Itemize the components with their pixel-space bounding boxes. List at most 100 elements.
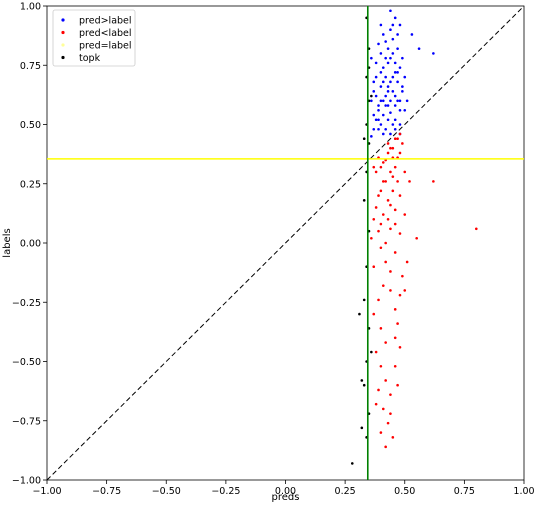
point-pred-label xyxy=(384,241,387,245)
point-pred-label xyxy=(370,135,373,138)
point-pred-label xyxy=(372,312,376,316)
point-pred-label xyxy=(403,108,407,112)
point-pred-label xyxy=(396,33,399,36)
y-tick-label: −1.00 xyxy=(12,476,41,487)
point-pred-label xyxy=(389,203,392,207)
point-pred-label xyxy=(398,108,402,112)
point-pred-label xyxy=(393,222,397,226)
legend-marker xyxy=(61,30,65,35)
point-pred-label xyxy=(386,118,390,122)
point-pred-label xyxy=(403,170,407,174)
point-pred-label xyxy=(389,111,392,114)
point-pred-label xyxy=(386,61,390,65)
point-pred-label xyxy=(389,393,392,396)
point-pred-label xyxy=(393,61,397,65)
x-tick-label: 1.00 xyxy=(513,486,534,497)
point-pred-label xyxy=(379,99,383,103)
point-topk xyxy=(362,298,366,302)
point-pred-label xyxy=(379,85,383,88)
point-pred-label xyxy=(384,180,387,183)
point-pred-label xyxy=(391,75,395,79)
point-pred-label xyxy=(379,364,383,368)
point-pred-label xyxy=(389,56,392,60)
x-tick-label: 0.00 xyxy=(275,486,296,497)
x-tick-label: −1.00 xyxy=(32,486,61,497)
point-pred-label xyxy=(377,108,380,112)
point-pred-label xyxy=(381,113,385,117)
point-pred-label xyxy=(403,213,407,216)
point-pred-label xyxy=(396,137,399,141)
point-pred-label xyxy=(377,104,380,107)
point-pred-label xyxy=(379,246,383,250)
point-pred-label xyxy=(391,189,395,193)
point-pred-label xyxy=(386,199,390,202)
point-pred-label xyxy=(398,23,402,27)
point-pred-label xyxy=(379,431,383,434)
y-tick-label: −0.50 xyxy=(12,357,41,368)
point-pred-label xyxy=(396,80,399,84)
y-tick-label: −0.75 xyxy=(12,416,41,427)
y-axis-label: labels xyxy=(2,228,13,257)
point-pred-label xyxy=(389,146,392,150)
point-pred-label xyxy=(410,33,414,36)
y-tick-label: −0.25 xyxy=(12,298,41,309)
point-pred-label xyxy=(374,75,378,79)
point-pred-label xyxy=(405,99,409,103)
point-pred-label xyxy=(393,16,397,20)
point-pred-label xyxy=(374,350,378,354)
point-pred-label xyxy=(401,85,404,88)
point-pred-label xyxy=(403,75,407,79)
point-topk xyxy=(370,94,373,98)
point-pred-label xyxy=(384,379,387,382)
point-pred-label xyxy=(374,206,378,209)
point-pred-label xyxy=(381,284,385,287)
point-pred-label xyxy=(379,71,383,74)
point-pred-label xyxy=(379,123,383,126)
point-pred-label xyxy=(389,170,392,174)
point-pred-label xyxy=(393,308,397,311)
point-pred-label xyxy=(379,222,383,226)
point-topk xyxy=(360,379,364,382)
point-pred-label xyxy=(391,146,395,150)
y-tick-label: 0.50 xyxy=(20,120,41,131)
point-pred-label xyxy=(384,260,387,264)
legend-entry-label: pred>label xyxy=(79,15,132,26)
point-pred-label xyxy=(393,118,397,122)
point-pred-label xyxy=(372,165,376,169)
diagonal-reference-line xyxy=(46,5,525,481)
point-pred-label xyxy=(401,274,404,278)
point-pred-label xyxy=(374,402,378,406)
point-topk xyxy=(362,383,366,387)
point-pred-label xyxy=(381,213,385,216)
point-pred-label xyxy=(374,94,378,98)
point-pred-label xyxy=(432,180,435,183)
point-pred-label xyxy=(384,40,387,43)
x-tick-label: −0.50 xyxy=(152,486,181,497)
point-pred-label xyxy=(374,118,378,122)
x-tick-label: 0.50 xyxy=(394,486,415,497)
point-pred-label xyxy=(379,165,383,169)
point-pred-label xyxy=(396,99,399,103)
point-pred-label xyxy=(381,132,385,136)
point-pred-label xyxy=(393,104,397,107)
point-pred-label xyxy=(475,227,478,231)
point-pred-label xyxy=(377,229,380,233)
point-pred-label xyxy=(372,80,376,84)
point-pred-label xyxy=(377,298,380,302)
point-pred-label xyxy=(372,218,376,221)
point-pred-label xyxy=(386,421,390,425)
point-pred-label xyxy=(393,251,397,254)
point-pred-label xyxy=(393,364,397,368)
point-pred-label xyxy=(384,127,387,131)
point-pred-label xyxy=(398,293,402,297)
point-pred-label xyxy=(374,170,378,174)
point-pred-label xyxy=(374,61,378,65)
point-pred-label xyxy=(391,175,395,178)
point-pred-label xyxy=(370,236,373,240)
point-pred-label xyxy=(377,127,380,131)
point-pred-label xyxy=(391,436,395,439)
point-pred-label xyxy=(401,90,404,93)
y-tick-label: 0.75 xyxy=(20,61,41,72)
point-pred-label xyxy=(393,336,397,340)
